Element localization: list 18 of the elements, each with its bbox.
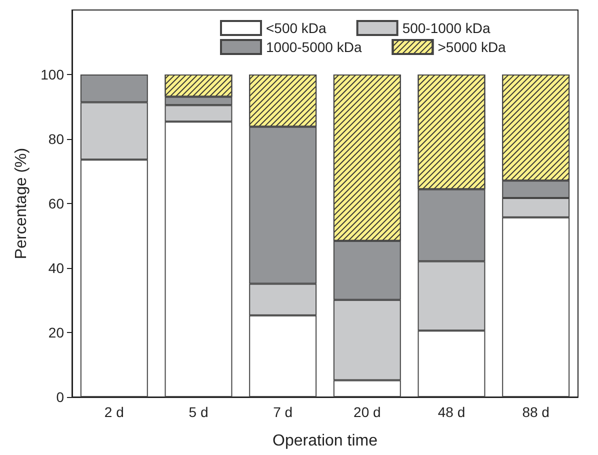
x-axis-title: Operation time [272, 432, 378, 450]
legend-label: 500-1000 kDa [402, 20, 490, 36]
x-tick-label: 48 d [438, 404, 466, 420]
x-tick-label: 20 d [354, 404, 381, 420]
x-tick-label: 88 d [522, 404, 550, 420]
x-tick-label: 2 d [104, 404, 124, 420]
y-axis-title: Percentage (%) [13, 148, 30, 260]
y-tick-label: 40 [48, 260, 64, 276]
x-tick-label: 7 d [273, 404, 293, 420]
y-tick-label: 80 [48, 131, 64, 147]
y-tick-label: 100 [40, 66, 64, 82]
x-tick-label: 5 d [188, 404, 208, 420]
legend-label: <500 kDa [266, 20, 327, 36]
legend-label: >5000 kDa [438, 39, 506, 55]
legend-label: 1000-5000 kDa [266, 39, 362, 55]
y-tick-label: 0 [56, 389, 64, 405]
y-tick-label: 20 [48, 324, 64, 340]
y-tick-label: 60 [48, 196, 64, 212]
